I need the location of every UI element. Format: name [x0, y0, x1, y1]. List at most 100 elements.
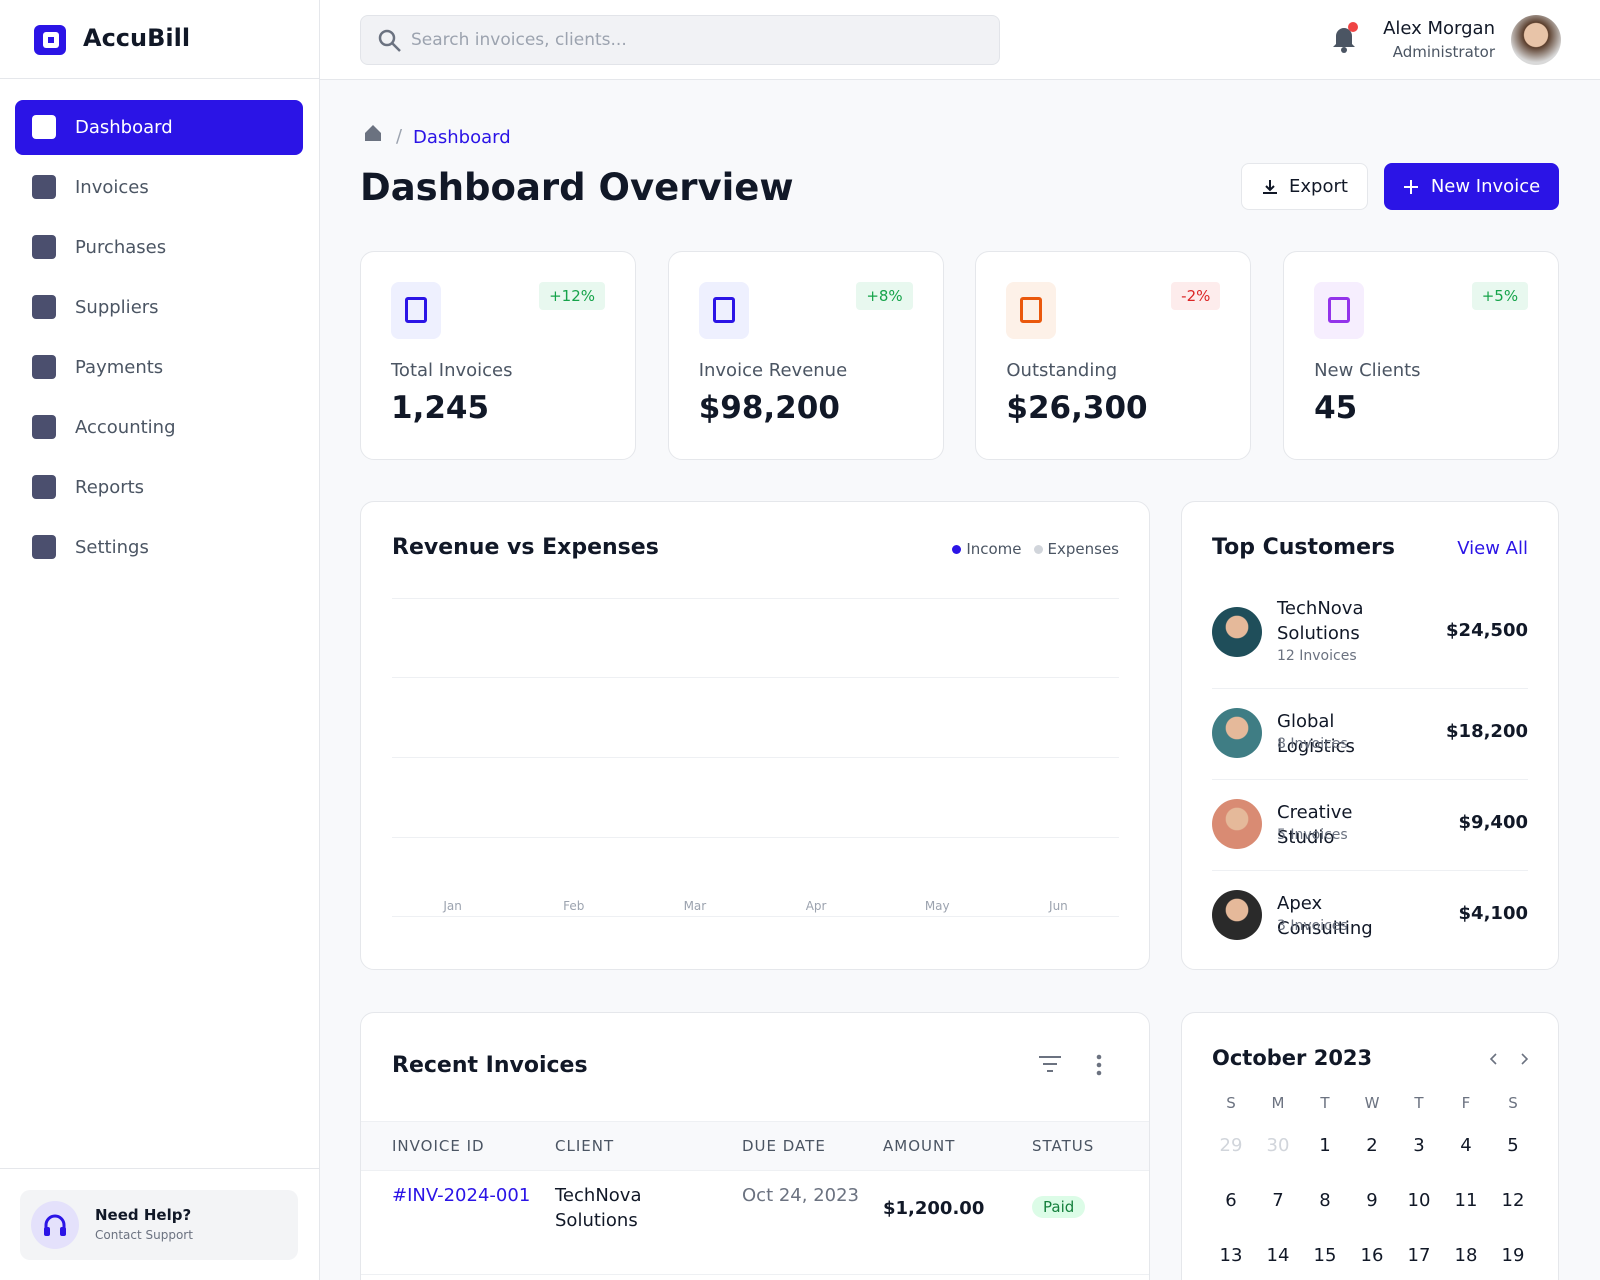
nav-item[interactable]: Payments	[15, 340, 303, 395]
nav-item[interactable]: Reports	[15, 460, 303, 515]
nav-item[interactable]: Settings	[15, 520, 303, 575]
legend-item: Expenses	[1033, 540, 1119, 558]
customer-avatar	[1212, 708, 1262, 758]
table-cell[interactable]: #INV-2024-001	[392, 1185, 531, 1206]
customer-avatar	[1212, 799, 1262, 849]
nav-icon	[32, 115, 56, 139]
stat-label: Invoice Revenue	[698, 360, 848, 381]
help-box[interactable]: Need Help? Contact Support	[20, 1190, 298, 1260]
brand: AccuBill	[83, 24, 191, 52]
day[interactable]: 18	[1454, 1245, 1478, 1266]
stat-change: +5%	[1471, 282, 1529, 310]
grid-line	[392, 837, 1119, 838]
month-label: Jun	[1049, 899, 1068, 913]
day[interactable]: 17	[1407, 1245, 1431, 1266]
legend-label: Income	[966, 540, 1022, 558]
customer-invoices: 3 Invoices	[1277, 918, 1348, 934]
day[interactable]: 7	[1272, 1190, 1284, 1211]
day[interactable]: 4	[1460, 1135, 1472, 1156]
nav-icon	[32, 295, 56, 319]
divider	[0, 1168, 320, 1169]
stat-change: -2%	[1171, 282, 1221, 310]
nav-item[interactable]: Invoices	[15, 160, 303, 215]
nav-item[interactable]: Purchases	[15, 220, 303, 275]
home-icon[interactable]	[363, 123, 383, 143]
customer-amount: $4,100	[1458, 903, 1528, 924]
top-customers-card: Top Customers View All TechNova Solution…	[1181, 501, 1559, 970]
grid-line	[392, 916, 1119, 917]
customer-invoices: 5 Invoices	[1277, 827, 1348, 843]
month-nav[interactable]	[1486, 1051, 1534, 1067]
nav-item[interactable]: Suppliers	[15, 280, 303, 335]
customer-amount: $18,200	[1446, 721, 1528, 742]
customer-name: Global Logistics	[1277, 711, 1355, 757]
nav-icon	[32, 235, 56, 259]
search-placeholder: Search invoices, clients...	[411, 30, 627, 50]
day[interactable]: 11	[1454, 1190, 1478, 1211]
day[interactable]: 8	[1319, 1190, 1331, 1211]
more-icon[interactable]	[1094, 1053, 1104, 1077]
day[interactable]: 30	[1266, 1135, 1290, 1156]
day[interactable]: 3	[1413, 1135, 1425, 1156]
stat-icon-glyph	[1020, 297, 1043, 323]
day[interactable]: 1	[1319, 1135, 1331, 1156]
day[interactable]: 14	[1266, 1245, 1290, 1266]
day[interactable]: 15	[1313, 1245, 1337, 1266]
user-avatar[interactable]	[1511, 15, 1561, 65]
export-icon	[1263, 179, 1278, 194]
weekday: S	[1226, 1094, 1236, 1112]
weekday: S	[1508, 1094, 1518, 1112]
filter-icon[interactable]	[1037, 1053, 1063, 1075]
customers-title: Top Customers	[1212, 535, 1395, 560]
status-badge: Paid	[1032, 1196, 1086, 1218]
stat-label: Total Invoices	[391, 360, 513, 381]
day[interactable]: 10	[1407, 1190, 1431, 1211]
day[interactable]: 12	[1501, 1190, 1525, 1211]
stat-icon-glyph	[405, 297, 427, 323]
stat-icon	[1314, 282, 1365, 339]
day[interactable]: 19	[1501, 1245, 1525, 1266]
stat-icon-glyph	[712, 297, 735, 323]
stat-icon	[391, 282, 441, 339]
export-button[interactable]: Export	[1241, 163, 1368, 210]
table-cell: $1,200.00	[883, 1198, 985, 1219]
stat-value: $26,300	[1006, 390, 1148, 426]
view-all-link[interactable]: View All	[1457, 538, 1528, 559]
logo	[34, 25, 66, 55]
day[interactable]: 29	[1219, 1135, 1243, 1156]
stat-card: +8% Invoice Revenue $98,200	[667, 251, 944, 460]
table-cell: Oct 24, 2023	[742, 1185, 859, 1206]
nav-icon	[32, 475, 56, 499]
notification-bell[interactable]	[1330, 22, 1360, 54]
divider	[0, 78, 320, 79]
breadcrumb: Dashboard	[413, 127, 511, 148]
column-header: AMOUNT	[883, 1137, 956, 1155]
stat-value: $98,200	[698, 390, 840, 426]
search-box[interactable]: Search invoices, clients...	[360, 15, 1000, 65]
stat-card: -2% Outstanding $26,300	[975, 251, 1252, 460]
legend-swatch	[952, 544, 962, 554]
divider	[1212, 870, 1528, 871]
calendar-title: October 2023	[1212, 1046, 1373, 1070]
nav-icon	[32, 415, 56, 439]
day[interactable]: 13	[1219, 1245, 1243, 1266]
nav-icon	[32, 355, 56, 379]
nav-item[interactable]: Dashboard	[15, 100, 303, 155]
day[interactable]: 5	[1507, 1135, 1519, 1156]
day[interactable]: 2	[1366, 1135, 1378, 1156]
new-invoice-button[interactable]: New Invoice	[1384, 163, 1559, 210]
customer-name: Apex Consulting	[1277, 893, 1373, 939]
divider	[1212, 779, 1528, 780]
grid-line	[392, 677, 1119, 678]
nav-icon	[32, 535, 56, 559]
customer-avatar	[1212, 607, 1262, 657]
nav-item[interactable]: Accounting	[15, 400, 303, 455]
stat-icon	[698, 282, 749, 339]
grid-line	[392, 598, 1119, 599]
stat-card: +12% Total Invoices 1,245	[360, 251, 636, 460]
day[interactable]: 16	[1360, 1245, 1384, 1266]
customer-name: TechNova Solutions	[1277, 598, 1364, 644]
day[interactable]: 6	[1225, 1190, 1237, 1211]
day[interactable]: 9	[1366, 1190, 1378, 1211]
customer-invoices: 12 Invoices	[1277, 648, 1357, 664]
